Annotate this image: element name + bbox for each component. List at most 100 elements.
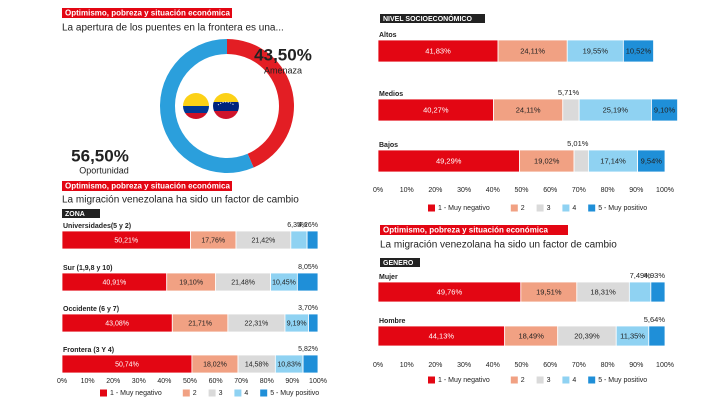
subtitle: La apertura de los puentes en la fronter… bbox=[62, 23, 284, 34]
x-tick-label: 60% bbox=[209, 378, 223, 385]
value-label: 43,08% bbox=[105, 320, 129, 327]
bar-segment bbox=[651, 98, 678, 122]
value-label: 49,76% bbox=[437, 287, 463, 296]
header: Optimismo, pobreza y situación económica bbox=[383, 226, 548, 235]
flags bbox=[183, 93, 239, 119]
value-label: 24,11% bbox=[516, 105, 541, 114]
value-label: 25,19% bbox=[603, 105, 629, 114]
legend-label: 3 bbox=[219, 390, 223, 397]
legend-label: 5 - Muy positivo bbox=[270, 390, 319, 397]
value-label: 10,83% bbox=[277, 361, 301, 368]
value-label: 44,13% bbox=[429, 331, 455, 340]
value-label: 10,52% bbox=[626, 46, 652, 55]
value-label: 18,49% bbox=[518, 331, 544, 340]
value-label: 41,83% bbox=[425, 46, 451, 55]
value-label: 9,54% bbox=[641, 156, 663, 165]
x-tick-label: 40% bbox=[486, 362, 500, 369]
legend-swatch bbox=[428, 376, 435, 384]
x-tick-label: 50% bbox=[183, 378, 197, 385]
legend-swatch bbox=[182, 389, 190, 397]
x-tick-label: 90% bbox=[629, 362, 643, 369]
x-tick-label: 30% bbox=[132, 378, 146, 385]
value-label: 49,29% bbox=[436, 156, 462, 165]
value-label: 50,21% bbox=[114, 237, 138, 244]
value-label: 9,10% bbox=[654, 105, 676, 114]
x-tick-label: 50% bbox=[514, 187, 528, 194]
value-label: 6,35% bbox=[287, 222, 307, 229]
legend-swatch bbox=[234, 389, 242, 397]
x-tick-label: 80% bbox=[601, 362, 615, 369]
x-tick-label: 80% bbox=[601, 187, 615, 194]
header-bar bbox=[62, 8, 232, 18]
value-label: 19,51% bbox=[536, 287, 562, 296]
x-tick-label: 100% bbox=[309, 378, 327, 385]
header: Optimismo, pobreza y situación económica bbox=[65, 9, 230, 18]
legend-swatch bbox=[510, 204, 518, 212]
x-tick-label: 30% bbox=[457, 362, 471, 369]
slice-value-label: 43,50% bbox=[254, 45, 312, 64]
slice-name: Oportunidad bbox=[79, 165, 129, 175]
section: NIVEL SOCIOECONÓMICO bbox=[383, 14, 472, 23]
bar-segment bbox=[290, 230, 308, 250]
bar-segment bbox=[637, 149, 666, 173]
legend-label: 2 bbox=[521, 377, 525, 384]
x-tick-label: 20% bbox=[106, 378, 120, 385]
bar-segment bbox=[296, 272, 319, 292]
legend-label: 5 - Muy positivo bbox=[598, 205, 647, 212]
legend-swatch bbox=[260, 389, 268, 397]
value-label: 22,31% bbox=[245, 320, 269, 327]
header-bar bbox=[380, 225, 568, 235]
header-bar bbox=[62, 181, 232, 191]
value-label: 21,48% bbox=[231, 279, 255, 286]
slice-value-label: 56,50% bbox=[71, 146, 129, 165]
value-label: 9,19% bbox=[287, 320, 307, 327]
legend-label: 4 bbox=[244, 390, 248, 397]
x-tick-label: 70% bbox=[572, 362, 586, 369]
legend-label: 1 - Muy negativo bbox=[438, 377, 490, 384]
section: GENERO bbox=[383, 260, 414, 267]
bar-segment bbox=[622, 39, 654, 63]
section-box bbox=[380, 258, 420, 267]
value-label: 4,26% bbox=[298, 222, 318, 229]
legend-swatch bbox=[562, 204, 570, 212]
value-label: 3,70% bbox=[298, 305, 318, 312]
legend-label: 1 - Muy negativo bbox=[110, 390, 162, 397]
x-tick-label: 90% bbox=[285, 378, 299, 385]
x-tick-label: 90% bbox=[629, 187, 643, 194]
x-tick-label: 80% bbox=[260, 378, 274, 385]
legend-swatch bbox=[588, 376, 596, 384]
subtitle: La migración venezolana ha sido un facto… bbox=[62, 195, 299, 206]
value-label: 40,91% bbox=[102, 279, 126, 286]
x-tick-label: 10% bbox=[81, 378, 95, 385]
value-label: 19,55% bbox=[583, 46, 609, 55]
slice-name: Amenaza bbox=[264, 65, 302, 75]
category-label: Hombre bbox=[379, 318, 406, 325]
x-tick-label: 20% bbox=[428, 187, 442, 194]
bar-segment bbox=[573, 149, 589, 173]
legend-label: 4 bbox=[572, 205, 576, 212]
value-label: 19,02% bbox=[534, 156, 560, 165]
value-label: 17,76% bbox=[201, 237, 225, 244]
x-tick-label: 100% bbox=[656, 362, 674, 369]
value-label: 5,01% bbox=[567, 139, 589, 148]
x-tick-label: 40% bbox=[486, 187, 500, 194]
x-tick-label: 60% bbox=[543, 187, 557, 194]
legend-label: 1 - Muy negativo bbox=[438, 205, 490, 212]
legend-swatch bbox=[536, 204, 544, 212]
section-box bbox=[380, 14, 485, 23]
x-tick-label: 10% bbox=[400, 362, 414, 369]
value-label: 14,58% bbox=[245, 361, 269, 368]
subtitle: La migración venezolana ha sido un facto… bbox=[380, 240, 617, 251]
category-label: Medios bbox=[379, 91, 403, 98]
category-label: Universidades(5 y 2) bbox=[63, 223, 131, 230]
donut-slice bbox=[160, 38, 254, 173]
category-label: Frontera (3 Y 4) bbox=[63, 347, 114, 354]
value-label: 21,71% bbox=[188, 320, 212, 327]
legend-swatch bbox=[208, 389, 216, 397]
x-tick-label: 0% bbox=[373, 187, 383, 194]
x-tick-label: 10% bbox=[400, 187, 414, 194]
donut-slice bbox=[227, 39, 294, 168]
x-tick-label: 50% bbox=[514, 362, 528, 369]
bar-segment bbox=[650, 281, 666, 303]
category-label: Bajos bbox=[379, 142, 398, 149]
